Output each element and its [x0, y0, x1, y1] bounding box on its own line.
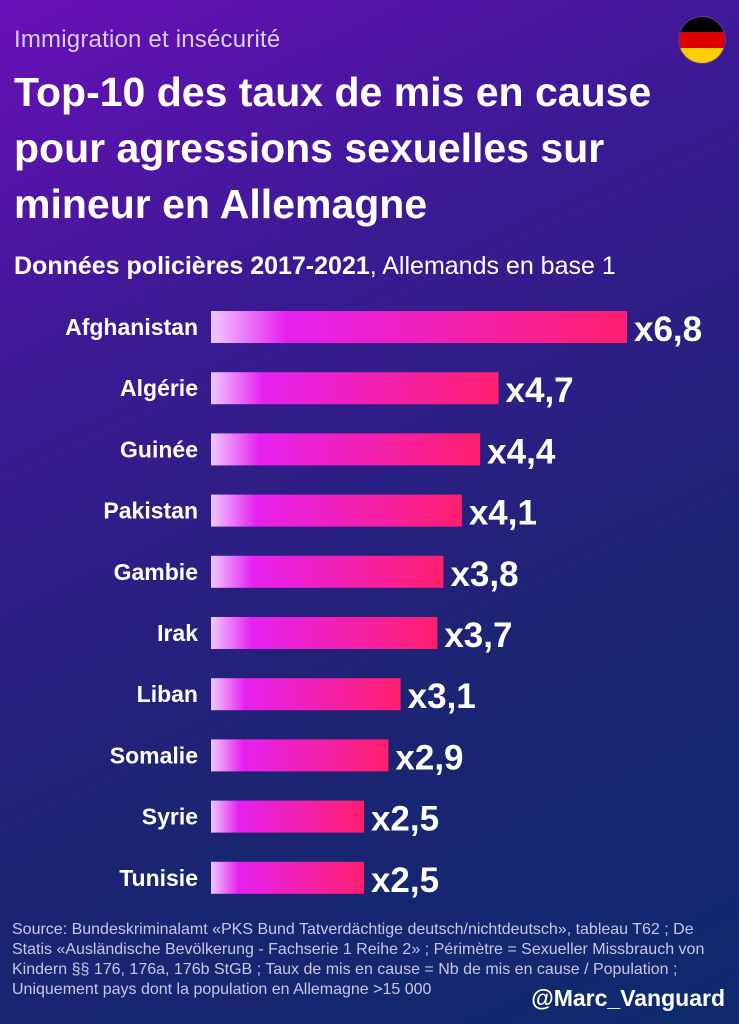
- bar: [211, 678, 401, 711]
- flag-stripe-red: [679, 32, 725, 48]
- bars-group: Afghanistan x6,8 Algérie x4,7 Guinée x4,4 Paki…: [65, 310, 702, 900]
- subtitle-bold: Données policières 2017-2021: [14, 252, 370, 280]
- bar: [211, 555, 444, 588]
- bar: [211, 433, 481, 466]
- bar: [211, 372, 499, 405]
- german-flag-icon: [679, 17, 725, 63]
- category-label: Somalie: [110, 742, 198, 768]
- subtitle-rest: , Allemands en base 1: [369, 252, 616, 280]
- category-label: Afghanistan: [65, 314, 198, 340]
- bar: [211, 311, 627, 343]
- category-label: Irak: [157, 620, 198, 646]
- value-label: x6,8: [634, 310, 702, 349]
- value-label: x4,1: [469, 494, 537, 533]
- bar: [211, 739, 389, 772]
- author-handle: @Marc_Vanguard: [531, 985, 725, 1011]
- category-label: Guinée: [120, 436, 198, 462]
- value-label: x4,7: [506, 371, 574, 410]
- chart-subtitle: Données policières 2017-2021, Allemands …: [14, 252, 616, 281]
- source-note: Source: Bundeskriminalamt «PKS Bund Tatv…: [12, 921, 705, 998]
- value-label: x2,5: [371, 861, 439, 900]
- bar: [211, 861, 364, 894]
- value-label: x2,5: [371, 800, 439, 839]
- bar: [211, 617, 438, 649]
- value-label: x2,9: [395, 738, 463, 777]
- flag-stripe-gold: [679, 47, 725, 63]
- bar: [211, 800, 364, 833]
- value-label: x3,7: [444, 616, 512, 655]
- value-label: x4,4: [487, 432, 556, 471]
- category-label: Syrie: [142, 804, 198, 830]
- value-label: x3,1: [408, 677, 476, 716]
- chart-title: Top-10 des taux de mis en cause pour agr…: [14, 69, 652, 227]
- bar-chart: Afghanistan x6,8 Algérie x4,7 Guinée x4,4 Paki…: [65, 310, 702, 900]
- kicker: Immigration et insécurité: [14, 26, 281, 53]
- category-label: Pakistan: [103, 498, 198, 524]
- category-label: Algérie: [120, 375, 198, 401]
- bar: [211, 494, 462, 527]
- category-label: Gambie: [114, 559, 198, 585]
- category-label: Tunisie: [119, 865, 198, 891]
- value-label: x3,8: [450, 555, 518, 594]
- category-label: Liban: [137, 681, 198, 707]
- flag-stripe-black: [679, 17, 725, 33]
